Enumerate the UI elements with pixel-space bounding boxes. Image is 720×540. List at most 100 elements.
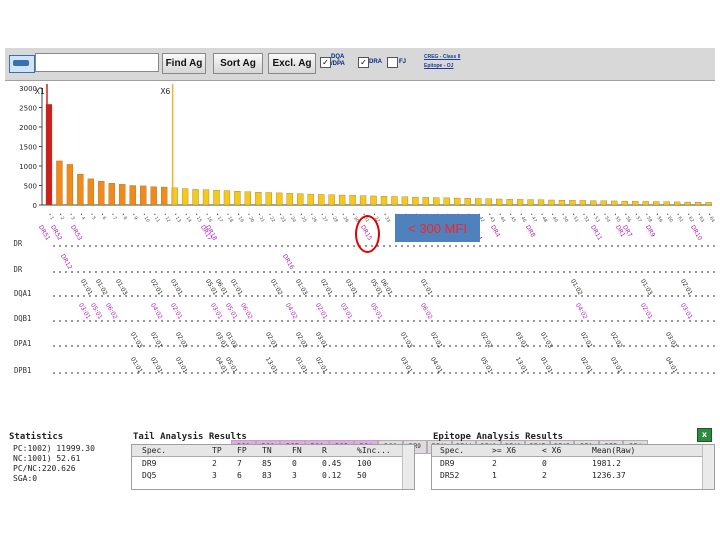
tail-scrollbar[interactable] xyxy=(402,445,414,489)
bar-label: • 14 xyxy=(182,212,192,224)
threshold-marker-label: X6 xyxy=(161,87,171,96)
statistics-line: PC:1002) 11999.30 xyxy=(13,444,95,453)
dqb-allele-label: 03:01 xyxy=(678,302,694,321)
creg-link[interactable]: CREG - Class II xyxy=(424,54,461,60)
dqb-allele-label: 04:02 xyxy=(283,302,299,321)
table-cell: 6 xyxy=(237,471,242,480)
bar xyxy=(464,198,471,206)
bar-label: • 21 xyxy=(256,212,266,224)
mfi-threshold-annotation: < 300 MFI xyxy=(395,214,480,242)
bar xyxy=(108,183,115,206)
table-cell: 0 xyxy=(292,459,297,468)
epitope-link[interactable]: Epitope - OJ xyxy=(424,63,454,69)
table-cell: 85 xyxy=(262,459,272,468)
table-header-cell[interactable]: %Inc... xyxy=(357,446,391,455)
bar xyxy=(359,195,367,206)
tail-analysis-panel: Tail Analysis Results Spec. TP FP TN FN R %Inc… xyxy=(131,432,415,490)
bar-label: • 50 xyxy=(559,212,569,224)
find-ag-button[interactable]: Find Ag xyxy=(162,53,206,74)
table-header-cell[interactable]: < X6 xyxy=(542,446,562,455)
y-tick-label: 1500 xyxy=(19,144,37,152)
bar-label: • 51 xyxy=(570,212,580,224)
table-header-cell[interactable]: Spec. xyxy=(142,446,167,455)
excl-ag-button[interactable]: Excl. Ag xyxy=(268,53,316,74)
bar-label: • 2 xyxy=(57,212,66,221)
bar xyxy=(694,202,702,206)
row-dots xyxy=(51,270,715,274)
statistics-line: PC/NC:220.626 xyxy=(13,464,76,473)
bar-label: • 24 xyxy=(287,212,297,224)
bar xyxy=(307,193,314,206)
bar-label: • 54 xyxy=(601,212,611,224)
search-input[interactable] xyxy=(35,53,159,72)
table-cell: 7 xyxy=(237,459,242,468)
bar xyxy=(506,199,513,206)
bar xyxy=(443,197,450,206)
table-header-cell[interactable]: >= X6 xyxy=(492,446,517,455)
y-tick-label: 0 xyxy=(33,202,37,210)
bar xyxy=(590,200,597,206)
bar xyxy=(663,201,670,206)
y-tick-label: 1000 xyxy=(19,163,37,171)
tail-header xyxy=(132,445,402,457)
dqb-allele-label: 05:01 xyxy=(368,302,384,321)
bar-label: • 26 xyxy=(308,212,318,224)
bar xyxy=(119,184,126,206)
epitope-scrollbar[interactable] xyxy=(702,445,714,489)
bar xyxy=(255,191,262,206)
table-header-cell[interactable]: FP xyxy=(237,446,247,455)
dqa-dpa-checkbox[interactable]: ✓ xyxy=(320,57,331,68)
toolbar: Find Ag Sort Ag Excl. Ag ✓ DQA /DPA ✓ DR… xyxy=(5,48,715,81)
bar xyxy=(642,201,649,206)
tail-analysis-title: Tail Analysis Results xyxy=(133,432,247,442)
bar xyxy=(391,196,398,206)
bar-label: • 9 xyxy=(130,212,139,221)
highlight-circle xyxy=(355,215,380,253)
table-header-cell[interactable]: Mean(Raw) xyxy=(592,446,636,455)
table-header-cell[interactable]: R xyxy=(322,446,327,455)
table-header-cell[interactable]: Spec. xyxy=(440,446,465,455)
dra-checkbox[interactable]: ✓ xyxy=(358,57,369,68)
bar xyxy=(401,196,409,206)
bar-label: • 52 xyxy=(580,212,590,224)
bar-label: • 58 xyxy=(643,212,653,224)
row-dots xyxy=(51,319,715,323)
bar xyxy=(286,193,293,206)
bar xyxy=(653,201,660,206)
fj-checkbox[interactable] xyxy=(387,57,398,68)
bar xyxy=(548,199,555,206)
bar xyxy=(297,193,304,206)
row-label: DR xyxy=(13,265,23,274)
dqb-allele-label: 03:01 xyxy=(338,302,354,321)
app-logo-icon[interactable] xyxy=(9,55,35,73)
bar xyxy=(370,195,377,206)
table-header-cell[interactable]: TP xyxy=(212,446,222,455)
bar-label: • 22 xyxy=(266,212,276,224)
y-tick-label: 3000 xyxy=(19,85,37,93)
sort-ag-button[interactable]: Sort Ag xyxy=(213,53,263,74)
dqb-allele-label: 04:02 xyxy=(573,302,589,321)
bar-label: • 11 xyxy=(151,212,161,224)
table-cell: DR9 xyxy=(142,459,157,468)
bar xyxy=(673,201,681,206)
bar xyxy=(77,174,84,206)
bar xyxy=(129,185,136,206)
table-header-cell[interactable]: TN xyxy=(262,446,272,455)
row-dots xyxy=(51,244,715,248)
bar-label: • 53 xyxy=(591,212,601,224)
table-cell: 0.45 xyxy=(322,459,342,468)
bar-label: • 48 xyxy=(538,212,548,224)
epitope-analysis-panel: Epitope Analysis Results x Spec. >= X6 < X… xyxy=(431,428,715,490)
table-cell: 1236.37 xyxy=(592,471,626,480)
statistics-line: SGA:0 xyxy=(13,474,38,483)
bar-label: • 30 xyxy=(350,212,360,224)
dqb-allele-label: 03:01 xyxy=(208,302,224,321)
epitope-analysis-title: Epitope Analysis Results xyxy=(433,432,564,442)
table-header-cell[interactable]: FN xyxy=(292,446,302,455)
dqa-dpa-label: DQA /DPA xyxy=(331,54,345,67)
export-excel-icon[interactable]: x xyxy=(697,428,712,442)
bar xyxy=(496,198,503,206)
bar xyxy=(475,198,482,206)
bar-label: • 59 xyxy=(653,212,663,224)
